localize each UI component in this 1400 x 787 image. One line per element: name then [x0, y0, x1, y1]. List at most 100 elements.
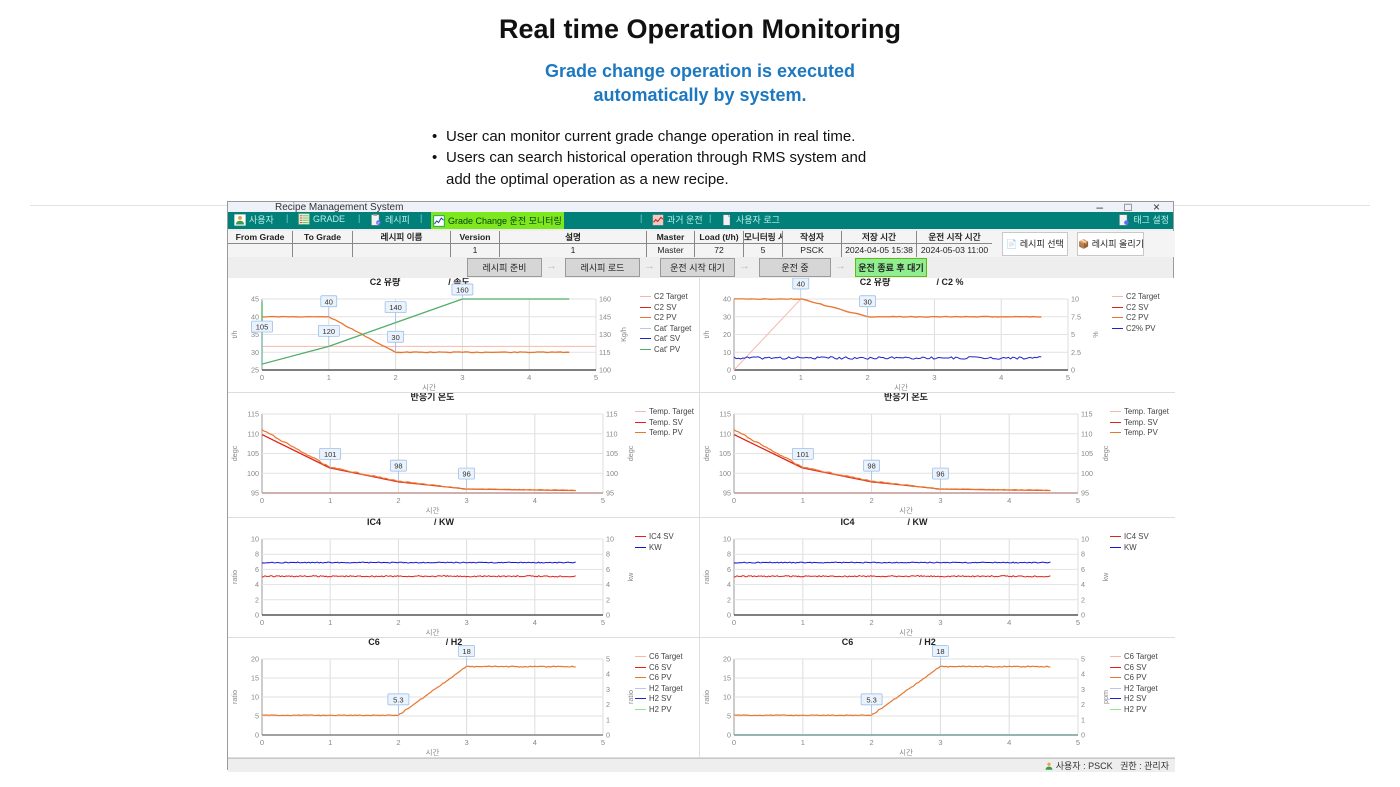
- svg-text:40: 40: [723, 295, 731, 304]
- svg-text:5: 5: [1066, 373, 1070, 382]
- svg-text:0: 0: [255, 731, 259, 740]
- svg-text:0: 0: [260, 496, 264, 505]
- svg-text:degc: degc: [626, 445, 635, 461]
- svg-text:30: 30: [391, 333, 399, 342]
- svg-text:0: 0: [732, 496, 736, 505]
- svg-text:0: 0: [732, 373, 736, 382]
- svg-text:/ KW: / KW: [434, 518, 455, 527]
- svg-text:시간: 시간: [899, 627, 913, 637]
- svg-text:0: 0: [1081, 611, 1085, 620]
- svg-text:7.5: 7.5: [1071, 312, 1081, 321]
- svg-text:160: 160: [599, 295, 611, 304]
- svg-text:2: 2: [866, 373, 870, 382]
- svg-text:140: 140: [389, 303, 402, 312]
- svg-text:40: 40: [797, 280, 805, 289]
- svg-text:4: 4: [533, 738, 537, 747]
- svg-text:1: 1: [1081, 715, 1085, 724]
- svg-text:6: 6: [606, 565, 610, 574]
- svg-text:반응기 온도: 반응기 온도: [884, 393, 929, 402]
- svg-text:5: 5: [1071, 330, 1075, 339]
- svg-text:10: 10: [606, 535, 614, 544]
- svg-text:30: 30: [723, 312, 731, 321]
- svg-text:kw: kw: [1101, 572, 1110, 582]
- svg-text:3: 3: [938, 738, 942, 747]
- svg-text:5.3: 5.3: [866, 695, 876, 704]
- svg-text:20: 20: [723, 655, 731, 664]
- svg-text:130: 130: [599, 330, 611, 339]
- svg-text:0: 0: [1081, 731, 1085, 740]
- svg-text:2: 2: [1081, 595, 1085, 604]
- svg-text:4: 4: [533, 618, 537, 627]
- svg-text:110: 110: [606, 429, 617, 438]
- svg-text:4: 4: [527, 373, 531, 382]
- svg-text:%: %: [1091, 331, 1100, 338]
- svg-text:t/h: t/h: [702, 331, 711, 339]
- svg-text:105: 105: [606, 449, 618, 458]
- svg-text:15: 15: [723, 674, 731, 683]
- svg-text:5: 5: [727, 712, 731, 721]
- svg-text:3: 3: [465, 618, 469, 627]
- svg-text:98: 98: [394, 462, 402, 471]
- svg-text:1: 1: [327, 373, 331, 382]
- svg-text:2: 2: [870, 618, 874, 627]
- svg-text:kw: kw: [626, 572, 635, 582]
- svg-text:C2 유량: C2 유량: [860, 278, 891, 287]
- svg-text:160: 160: [456, 286, 469, 295]
- svg-text:6: 6: [255, 565, 259, 574]
- svg-text:115: 115: [1081, 410, 1092, 419]
- svg-text:45: 45: [251, 295, 259, 304]
- svg-text:100: 100: [247, 469, 259, 478]
- svg-text:ratio: ratio: [230, 690, 239, 704]
- svg-text:시간: 시간: [899, 505, 913, 515]
- svg-text:8: 8: [606, 550, 610, 559]
- svg-text:30: 30: [251, 348, 259, 357]
- svg-text:10: 10: [251, 535, 259, 544]
- svg-text:3: 3: [460, 373, 464, 382]
- svg-text:101: 101: [797, 450, 810, 459]
- svg-text:4: 4: [1081, 580, 1085, 589]
- svg-text:5: 5: [601, 496, 605, 505]
- svg-text:8: 8: [255, 550, 259, 559]
- svg-text:5.3: 5.3: [393, 695, 403, 704]
- svg-text:2: 2: [870, 496, 874, 505]
- svg-text:2: 2: [255, 595, 259, 604]
- svg-text:0: 0: [727, 611, 731, 620]
- svg-text:0: 0: [260, 618, 264, 627]
- svg-text:4: 4: [1007, 738, 1011, 747]
- svg-text:3: 3: [932, 373, 936, 382]
- svg-text:2.5: 2.5: [1071, 348, 1081, 357]
- svg-text:10: 10: [723, 348, 731, 357]
- svg-text:IC4: IC4: [840, 518, 854, 527]
- svg-text:96: 96: [462, 470, 470, 479]
- svg-text:degc: degc: [702, 445, 711, 461]
- svg-text:2: 2: [396, 618, 400, 627]
- svg-text:1: 1: [328, 618, 332, 627]
- svg-text:4: 4: [606, 670, 610, 679]
- svg-text:2: 2: [1081, 700, 1085, 709]
- svg-text:20: 20: [251, 655, 259, 664]
- svg-text:4: 4: [727, 580, 731, 589]
- svg-text:4: 4: [533, 496, 537, 505]
- svg-text:2: 2: [396, 738, 400, 747]
- svg-text:2: 2: [870, 738, 874, 747]
- svg-text:3: 3: [465, 496, 469, 505]
- svg-text:1: 1: [801, 618, 805, 627]
- svg-text:3: 3: [938, 618, 942, 627]
- svg-text:1: 1: [328, 496, 332, 505]
- svg-text:4: 4: [999, 373, 1003, 382]
- svg-text:15: 15: [251, 674, 259, 683]
- svg-text:0: 0: [606, 731, 610, 740]
- svg-text:95: 95: [1081, 489, 1089, 498]
- svg-text:10: 10: [1081, 535, 1089, 544]
- svg-text:115: 115: [720, 410, 731, 419]
- svg-text:95: 95: [723, 489, 731, 498]
- svg-text:0: 0: [727, 731, 731, 740]
- svg-text:C2 유량: C2 유량: [370, 278, 401, 287]
- svg-text:3: 3: [938, 496, 942, 505]
- svg-text:4: 4: [255, 580, 259, 589]
- svg-text:145: 145: [599, 312, 611, 321]
- svg-text:101: 101: [324, 450, 337, 459]
- svg-text:18: 18: [936, 647, 944, 656]
- svg-text:5: 5: [1076, 496, 1080, 505]
- svg-text:5: 5: [1076, 618, 1080, 627]
